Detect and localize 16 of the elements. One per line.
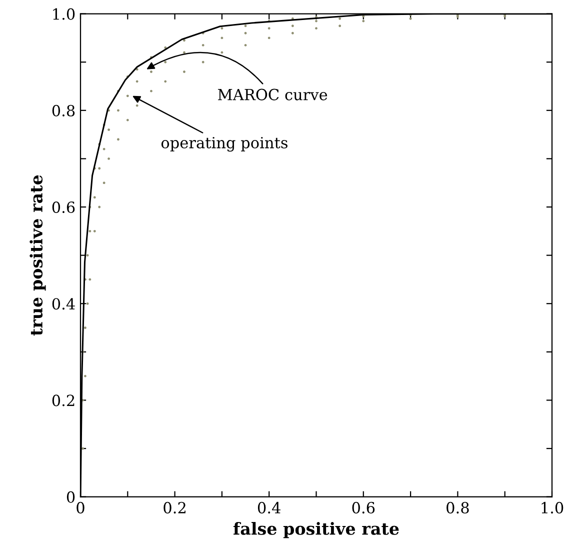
annotation: operating points [161, 136, 288, 152]
x-tick-label: 0.4 [258, 502, 280, 514]
y-tick-label: 0.6 [52, 201, 75, 214]
x-tick-label: 0.6 [352, 502, 375, 514]
x-tick-label: 0.8 [446, 502, 469, 514]
y-tick-label: 0.4 [52, 298, 75, 310]
y-tick-label: 0 [66, 491, 75, 503]
x-tick-label: 0 [76, 502, 84, 514]
annotation: MAROC curve [218, 88, 328, 100]
y-tick-label: 1.0 [53, 8, 75, 20]
x-tick-label: 0.2 [164, 502, 186, 514]
x-tick-label: 1.0 [542, 502, 564, 514]
x-axis-title: false positive rate [233, 522, 399, 538]
y-tick-label: 0.8 [52, 104, 75, 116]
y-tick-label: 0.2 [52, 394, 74, 406]
y-axis-title: true positive rate [30, 175, 46, 336]
